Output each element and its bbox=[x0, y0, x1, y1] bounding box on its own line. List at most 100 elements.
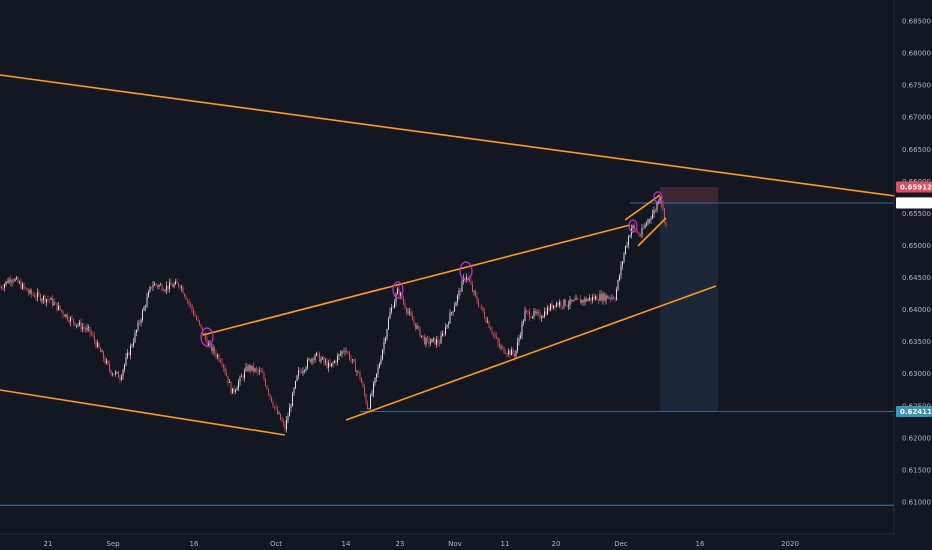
candle-body bbox=[320, 359, 322, 362]
lower-channel-trendline[interactable] bbox=[0, 389, 286, 436]
candle-body bbox=[512, 349, 514, 354]
trendlines[interactable] bbox=[0, 74, 896, 436]
candle-body bbox=[286, 420, 287, 430]
candle-body bbox=[241, 376, 242, 378]
candle-body bbox=[514, 353, 515, 357]
candle-body bbox=[256, 368, 257, 370]
candle-body bbox=[280, 413, 281, 420]
candle-body bbox=[410, 311, 412, 316]
candle-body bbox=[341, 351, 343, 354]
candle-body bbox=[664, 208, 665, 222]
candle-body bbox=[634, 225, 635, 229]
candle-body bbox=[325, 361, 326, 363]
candle-body bbox=[437, 339, 439, 343]
candle-body bbox=[506, 353, 508, 355]
candle-body bbox=[649, 219, 650, 221]
support-trendline[interactable] bbox=[345, 285, 717, 421]
candle-body bbox=[311, 358, 313, 363]
candle-body bbox=[425, 337, 427, 345]
candle-body bbox=[434, 338, 436, 345]
candle-body bbox=[8, 279, 10, 284]
candle-body bbox=[490, 327, 491, 331]
candle-body bbox=[655, 210, 656, 211]
candle-body bbox=[536, 312, 538, 314]
candle-body bbox=[607, 295, 608, 299]
candle-body bbox=[233, 388, 235, 392]
candle-body bbox=[587, 299, 589, 302]
candle-body bbox=[563, 299, 565, 307]
candle-body bbox=[115, 372, 116, 375]
candle-body bbox=[239, 376, 241, 383]
candle-body bbox=[2, 287, 4, 289]
candle-body bbox=[500, 346, 502, 348]
candle-body bbox=[274, 406, 275, 408]
candle-body bbox=[350, 359, 352, 360]
candle-body bbox=[322, 357, 323, 360]
candle-body bbox=[379, 364, 380, 368]
candle-body bbox=[458, 290, 460, 296]
candle-body bbox=[158, 285, 160, 287]
candle-body bbox=[323, 357, 325, 363]
resistance-trendline[interactable] bbox=[202, 224, 631, 336]
candle-body bbox=[83, 327, 85, 329]
candle-body bbox=[38, 292, 40, 295]
candle-body bbox=[650, 218, 652, 220]
candle-body bbox=[407, 311, 409, 313]
take-profit-zone[interactable] bbox=[660, 203, 718, 412]
candle-body bbox=[469, 278, 470, 282]
candle-body bbox=[383, 341, 385, 351]
candle-body bbox=[448, 323, 449, 325]
price-tag: 0.62411 bbox=[896, 406, 932, 418]
upper-channel-trendline[interactable] bbox=[0, 74, 896, 197]
candle-body bbox=[11, 280, 13, 283]
candle-body bbox=[662, 204, 664, 209]
wedge-lower-line[interactable] bbox=[637, 217, 667, 247]
candle-body bbox=[209, 343, 211, 345]
candle-body bbox=[133, 342, 134, 346]
candle-body bbox=[385, 338, 386, 342]
candle-body bbox=[217, 355, 218, 357]
candle-body bbox=[454, 306, 455, 312]
candle-body bbox=[299, 370, 301, 372]
candle-body bbox=[44, 296, 46, 303]
time-axis[interactable]: 21 Sep 16 Oct 14 23 Nov 11 20 Dec 16 2020 bbox=[44, 540, 799, 548]
candle-body bbox=[196, 316, 197, 320]
candle-body bbox=[604, 293, 605, 301]
candle-body bbox=[122, 369, 124, 377]
candle-body bbox=[566, 305, 568, 307]
candle-body bbox=[352, 359, 353, 360]
candle-body bbox=[316, 352, 317, 356]
candle-body bbox=[59, 305, 61, 310]
candle-body bbox=[20, 282, 22, 289]
price-tick-label: 0.63500 bbox=[902, 338, 931, 346]
candle-body bbox=[388, 318, 389, 330]
candle-body bbox=[574, 300, 575, 301]
candle-body bbox=[358, 371, 359, 373]
candle-body bbox=[578, 299, 580, 300]
candle-body bbox=[116, 371, 118, 373]
candle-body bbox=[218, 355, 220, 361]
candle-body bbox=[493, 333, 494, 335]
candle-body bbox=[67, 314, 68, 320]
candle-body bbox=[598, 300, 599, 301]
candle-body bbox=[305, 367, 307, 371]
candle-body bbox=[449, 312, 451, 324]
stop-loss-zone[interactable] bbox=[660, 186, 718, 204]
candle-body bbox=[643, 228, 644, 229]
candle-body bbox=[439, 342, 440, 344]
price-tick-label: 0.68000 bbox=[902, 50, 931, 58]
candle-body bbox=[163, 290, 164, 291]
candle-body bbox=[553, 305, 554, 309]
candle-body bbox=[334, 361, 335, 363]
candle-body bbox=[22, 283, 23, 289]
time-tick-label: 16 bbox=[190, 540, 199, 548]
candle-body bbox=[251, 365, 253, 371]
candle-body bbox=[619, 275, 620, 280]
candle-body bbox=[370, 395, 371, 409]
candle-body bbox=[16, 277, 17, 279]
candle-body bbox=[494, 334, 496, 337]
candle-body bbox=[476, 295, 478, 302]
